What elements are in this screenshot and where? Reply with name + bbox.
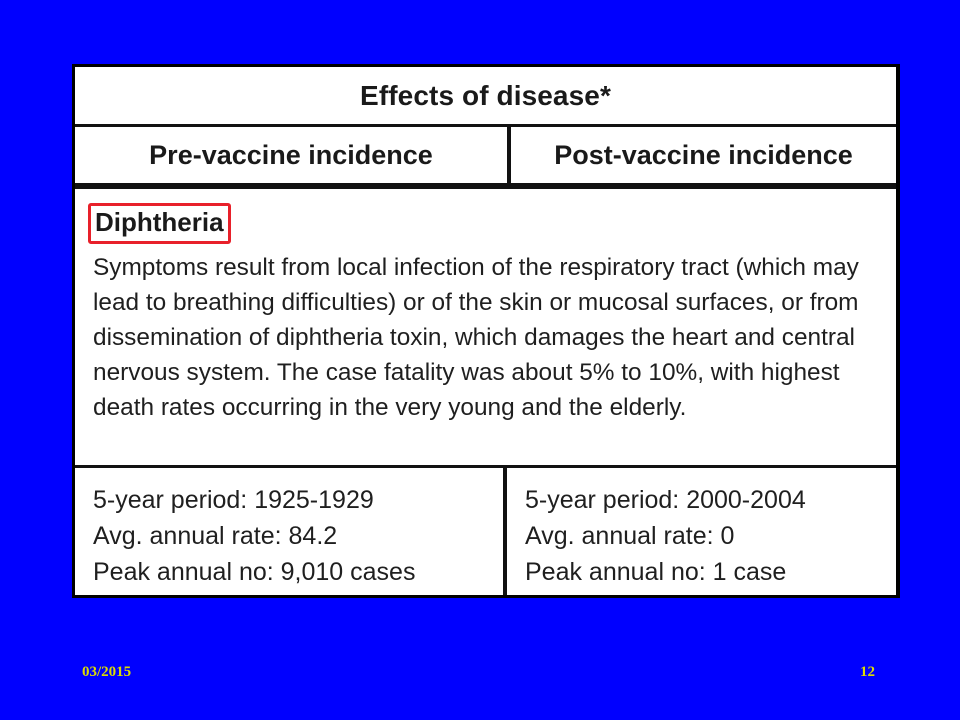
incidence-stats-row: 5-year period: 1925-1929 Avg. annual rat… — [75, 468, 896, 595]
disease-name-highlighted: Diphtheria — [88, 203, 231, 244]
footer-date: 03/2015 — [82, 664, 132, 680]
table-header-row: Pre-vaccine incidence Post-vaccine incid… — [75, 127, 896, 189]
post-period: 5-year period: 2000-2004 — [525, 486, 806, 514]
disease-description-row: Diphtheria Symptoms result from local in… — [75, 189, 896, 468]
post-vaccine-stats: 5-year period: 2000-2004 Avg. annual rat… — [507, 468, 896, 595]
pre-avg-rate: Avg. annual rate: 84.2 — [93, 522, 338, 550]
post-avg-rate: Avg. annual rate: 0 — [525, 522, 735, 550]
pre-period: 5-year period: 1925-1929 — [93, 486, 374, 514]
disease-effects-table: Effects of disease* Pre-vaccine incidenc… — [72, 64, 900, 598]
pre-peak: Peak annual no: 9,010 cases — [93, 558, 416, 586]
disease-description: Symptoms result from local infection of … — [93, 254, 859, 421]
pre-vaccine-stats: 5-year period: 1925-1929 Avg. annual rat… — [75, 468, 507, 595]
slide-number: 12 — [860, 664, 875, 680]
post-vaccine-header: Post-vaccine incidence — [554, 139, 853, 170]
pre-vaccine-header: Pre-vaccine incidence — [75, 127, 511, 183]
table-title: Effects of disease* — [360, 79, 611, 111]
post-peak: Peak annual no: 1 case — [525, 558, 787, 586]
table-title-row: Effects of disease* — [75, 67, 896, 127]
